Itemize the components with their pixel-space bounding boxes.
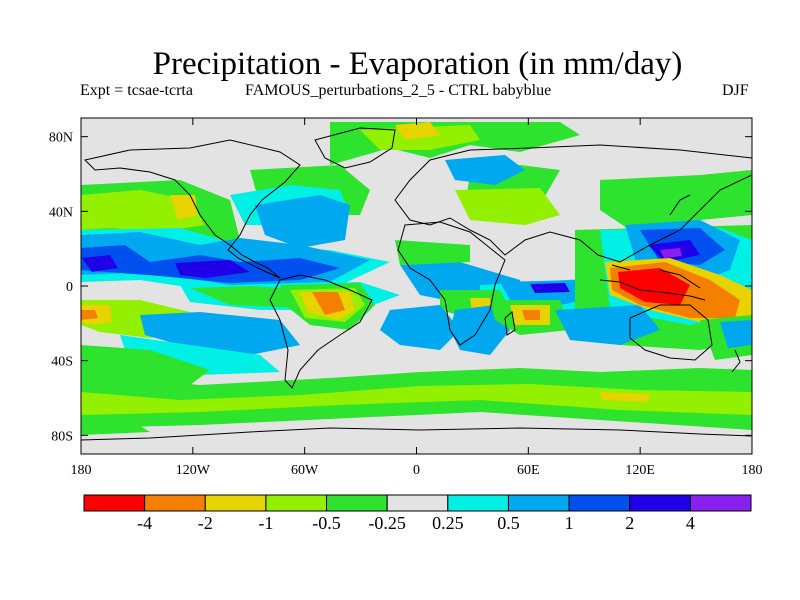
lat-tick-label: 80N	[49, 131, 73, 146]
new-zealand-coast	[731, 349, 741, 373]
japan-coast	[669, 194, 691, 216]
africa-coast	[397, 221, 506, 346]
coastlines	[81, 127, 752, 441]
lat-tick-label: 0	[66, 280, 73, 295]
colorbar-swatch	[447, 494, 509, 512]
greenland-yellow	[395, 122, 440, 140]
colorbar-swatch	[507, 494, 570, 512]
colorbar-swatch	[386, 494, 449, 512]
lat-tick-label: 40S	[51, 355, 73, 370]
experiment-label: Expt = tcsae-tcrta	[80, 82, 193, 99]
lon-tick-label: 60W	[291, 463, 319, 478]
north-pacific-indigo	[82, 255, 250, 278]
colorbar-label: -1	[258, 513, 273, 533]
plot-title: Precipitation - Evaporation (in mm/day)	[152, 46, 683, 82]
siberia-blue	[445, 155, 525, 185]
colorbar-label: 4	[686, 513, 695, 533]
maritime-red	[618, 268, 690, 305]
lon-tick-label: 120E	[625, 463, 655, 478]
colorbar-label: -2	[198, 513, 213, 533]
southern-ocean-yellow	[600, 392, 650, 402]
lon-tick-label: 180	[71, 463, 92, 478]
antarctic-coast-green	[81, 426, 150, 435]
lat-tick-label: 40N	[49, 205, 73, 220]
greenland-coast	[314, 127, 396, 169]
lon-tick-label: 120W	[176, 463, 211, 478]
antarctica-coast	[81, 427, 752, 441]
contour-fields	[81, 122, 752, 435]
colorbar-label: -4	[137, 513, 152, 533]
south-pacific-east-blue	[720, 320, 752, 348]
west-africa-green	[395, 240, 470, 265]
lat-tick-label: 80S	[51, 429, 73, 444]
lon-tick-label: 60E	[517, 463, 540, 478]
colorbar-label: -0.25	[368, 513, 406, 533]
north-america-coast	[84, 139, 301, 279]
colorbar-label: 1	[565, 513, 574, 533]
australia-coast	[629, 304, 713, 361]
north-pacific-yellow	[170, 195, 198, 220]
south-atlantic-blue	[380, 305, 460, 350]
comparison-label: FAMOUS_perturbations_2_5 - CTRL babyblue	[245, 82, 552, 99]
colorbar-swatch	[204, 494, 267, 512]
eurasia-coast	[394, 144, 752, 263]
west-pacific-violet	[660, 248, 682, 258]
longitude-axis: 180 120W 60W 0 60E 120E 180	[71, 118, 763, 478]
latitude-axis: 80N 40N 0 40S 80S	[49, 131, 752, 444]
lon-tick-label: 0	[413, 463, 420, 478]
colorbar-swatch	[326, 494, 388, 512]
colorbar-swatch	[144, 494, 206, 512]
south-america-orange	[312, 292, 345, 315]
southern-ocean-lime	[81, 384, 752, 415]
colorbar-swatch	[568, 494, 631, 512]
south-america-coast	[269, 274, 373, 389]
colorbar-swatch	[629, 494, 691, 512]
south-indian-orange	[522, 310, 540, 320]
atlantic-blue	[255, 195, 350, 248]
south-pacific-green	[81, 345, 210, 385]
east-asia-green	[600, 170, 752, 230]
colorbar-label: 0.25	[432, 513, 464, 533]
colorbar-label: -0.5	[312, 513, 341, 533]
north-atlantic-lime	[455, 188, 560, 225]
colorbar: -4 -2 -1 -0.5 -0.25 0.25 0.5 1 2 4	[83, 494, 752, 533]
indonesia-coast	[599, 264, 706, 301]
lon-tick-label: 180	[742, 463, 763, 478]
colorbar-swatch	[689, 494, 752, 512]
madagascar-coast	[504, 311, 516, 336]
south-pacific-orange	[81, 310, 98, 320]
indian-ocean-indigo	[530, 283, 570, 293]
colorbar-label: 0.5	[497, 513, 520, 533]
season-label: DJF	[722, 82, 749, 99]
colorbar-swatch	[83, 494, 146, 512]
south-indian-blue	[555, 305, 660, 345]
colorbar-swatch	[265, 494, 328, 512]
colorbar-label: 2	[625, 513, 634, 533]
